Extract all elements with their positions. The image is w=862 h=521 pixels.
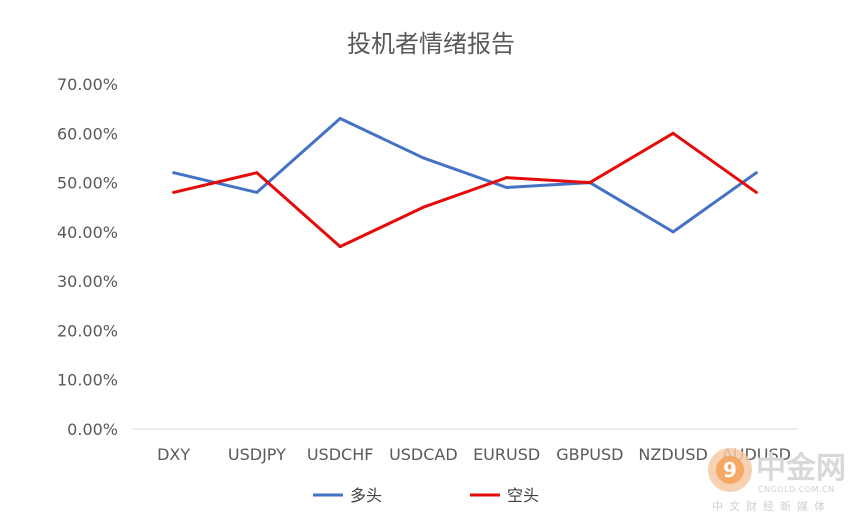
series-0-point [421, 156, 425, 160]
x-tick-label: EURUSD [473, 445, 540, 464]
series-0-point [255, 190, 259, 194]
series-1-point [421, 205, 425, 209]
y-tick-label: 10.00% [57, 371, 118, 390]
watermark: 9 中金网 CNGOLD.COM.CN 中文财经新媒体 [708, 448, 846, 513]
cngold-logo-icon: 9 [708, 448, 752, 492]
series-line-0 [173, 117, 758, 234]
series-line-1 [173, 131, 758, 249]
y-tick-label: 0.00% [67, 420, 118, 439]
series-0-point [754, 171, 758, 175]
series-0-point [172, 171, 176, 175]
y-tick-label: 50.00% [57, 174, 118, 193]
chart-title: 投机者情绪报告 [347, 30, 515, 58]
series-0-point [671, 230, 675, 234]
series-1-point [172, 190, 176, 194]
series-1-point [754, 190, 758, 194]
series-1-point [255, 171, 259, 175]
x-tick-label: USDCHF [307, 445, 374, 464]
y-tick-label: 70.00% [57, 75, 118, 94]
x-tick-label: NZDUSD [638, 445, 707, 464]
y-tick-label: 40.00% [57, 223, 118, 242]
y-axis-ticks: 0.00% 10.00% 20.00% 30.00% 40.00% 50.00% 60.00… [57, 75, 118, 439]
series-0-point [505, 186, 509, 189]
legend-item-long: 多头 [313, 486, 382, 505]
series-1-point [671, 131, 675, 135]
series-1-point [588, 181, 592, 185]
series-layer [172, 117, 758, 249]
legend-label-short: 空头 [507, 486, 539, 505]
x-tick-label: USDJPY [228, 445, 286, 464]
series-1-point [338, 245, 342, 249]
x-tick-label: DXY [157, 445, 190, 464]
x-tick-label: GBPUSD [556, 445, 623, 464]
x-axis-ticks: DXY USDJPY USDCHF USDCAD EURUSD GBPUSD NZDUSD A… [157, 445, 791, 464]
x-tick-label: USDCAD [389, 445, 458, 464]
watermark-tagline: 中文财经新媒体 [712, 499, 831, 513]
watermark-brand: 中金网 [756, 451, 846, 486]
watermark-site: CNGOLD.COM.CN [758, 485, 835, 494]
series-0-point [338, 117, 342, 120]
legend-item-short: 空头 [470, 486, 539, 505]
legend-label-long: 多头 [350, 486, 382, 505]
y-tick-label: 20.00% [57, 321, 118, 340]
series-1-point [505, 176, 509, 180]
svg-text:9: 9 [723, 458, 737, 482]
y-tick-label: 30.00% [57, 272, 118, 291]
y-tick-label: 60.00% [57, 124, 118, 143]
legend: 多头 空头 [313, 486, 539, 505]
